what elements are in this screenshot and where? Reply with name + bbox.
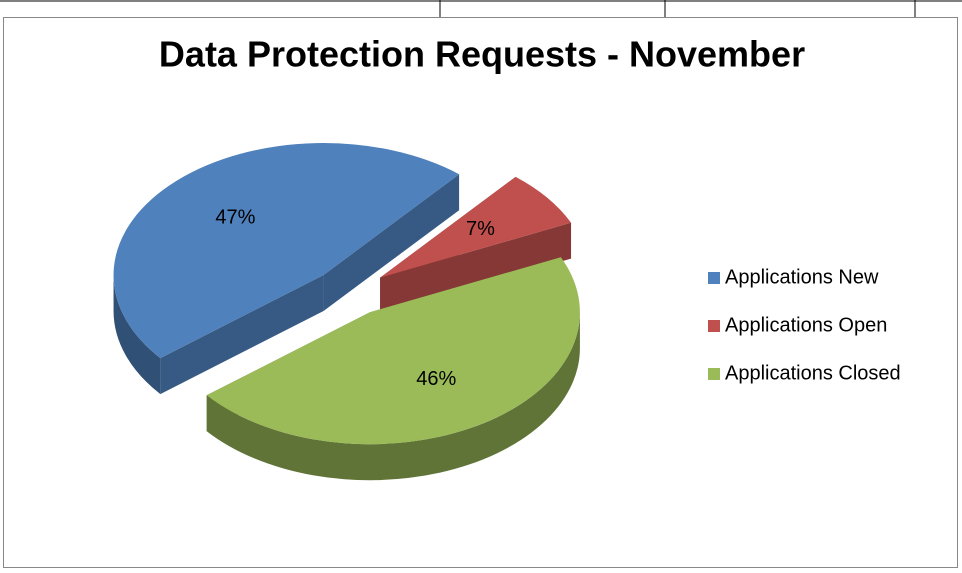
legend-swatch: [708, 320, 720, 332]
slice-wall: [113, 275, 161, 395]
slice-side: [323, 174, 460, 312]
slice: [113, 143, 460, 359]
slice-wall: [206, 312, 580, 481]
slice-side: [380, 222, 572, 314]
data-label: 46%: [416, 368, 456, 390]
slice-side: [160, 275, 324, 395]
slice: [380, 176, 572, 278]
data-label: 7%: [466, 218, 495, 240]
chart-title: Data Protection Requests - November: [159, 34, 805, 75]
slice: [206, 257, 580, 445]
legend-swatch: [708, 272, 720, 284]
legend-label: Applications Closed: [725, 362, 901, 384]
legend-label: Applications Open: [725, 314, 887, 336]
legend-swatch: [708, 368, 720, 380]
data-label: 47%: [215, 207, 255, 229]
legend-label: Applications New: [725, 266, 879, 288]
